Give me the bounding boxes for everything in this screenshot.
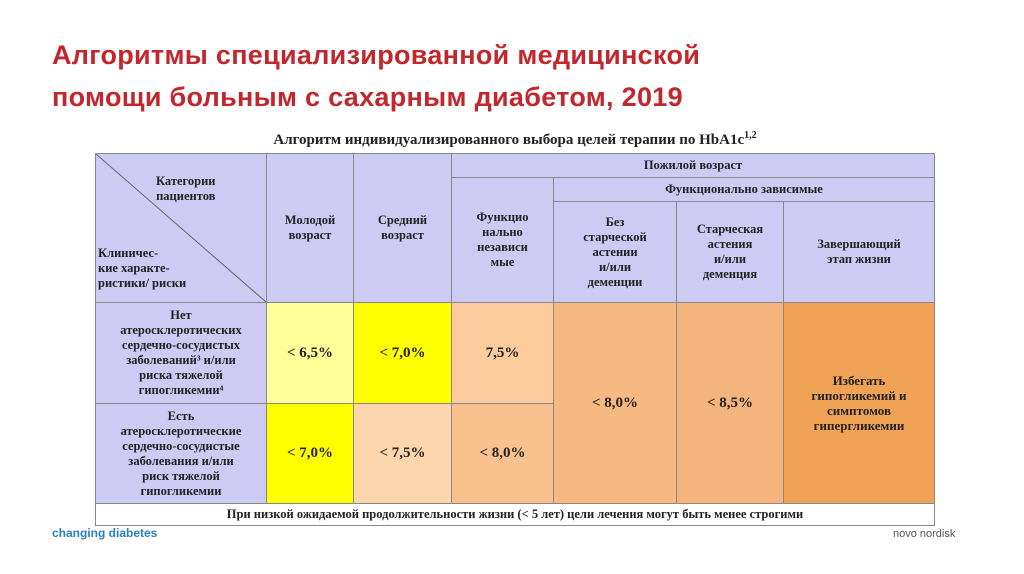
- row-label: Нет атеросклеротических сердечно-сосудис…: [95, 302, 267, 404]
- value-cell: < 7,0%: [266, 403, 354, 504]
- value-cell: < 8,0%: [451, 403, 554, 504]
- header-cell: Завершающий этап жизни: [783, 201, 935, 303]
- corner-cell: Категории пациентов Клиничес- кие характ…: [95, 153, 267, 303]
- footnote: При низкой ожидаемой продолжительности ж…: [95, 503, 935, 526]
- header-cell: Средний возраст: [353, 153, 452, 303]
- header-cell: Без старческой астении и/или деменции: [553, 201, 677, 303]
- value-cell: < 8,0%: [553, 302, 677, 504]
- brand-right: novo nordisk: [893, 528, 956, 540]
- brand-left: changing diabetes: [52, 526, 158, 540]
- row-label: Есть атеросклеротические сердечно-сосуди…: [95, 403, 267, 504]
- corner-bottom: Клиничес- кие характе- ристики/ риски: [98, 246, 187, 290]
- value-cell: 7,5%: [451, 302, 554, 404]
- value-cell: < 7,0%: [353, 302, 452, 404]
- slide-title: Алгоритмы специализированной медицинской…: [52, 40, 701, 112]
- header-cell: Молодой возраст: [266, 153, 354, 303]
- caption-sup: 1,2: [744, 130, 757, 141]
- caption-text: Алгоритм индивидуализированного выбора ц…: [273, 132, 745, 148]
- header-cell: Функционально зависимые: [553, 177, 935, 202]
- corner-top: Категории пациентов: [156, 174, 216, 203]
- value-cell: Избегать гипогликемий и симптомов гиперг…: [783, 302, 935, 504]
- value-cell: < 7,5%: [353, 403, 452, 504]
- header-cell: Пожилой возраст: [451, 153, 935, 178]
- diagonal: [96, 154, 266, 302]
- table-caption: Алгоритм индивидуализированного выбора ц…: [95, 130, 935, 149]
- header-cell: Старческая астения и/или деменция: [676, 201, 784, 303]
- value-cell: < 6,5%: [266, 302, 354, 404]
- value-cell: < 8,5%: [676, 302, 784, 504]
- header-cell: Функцио нально независи мые: [451, 177, 554, 303]
